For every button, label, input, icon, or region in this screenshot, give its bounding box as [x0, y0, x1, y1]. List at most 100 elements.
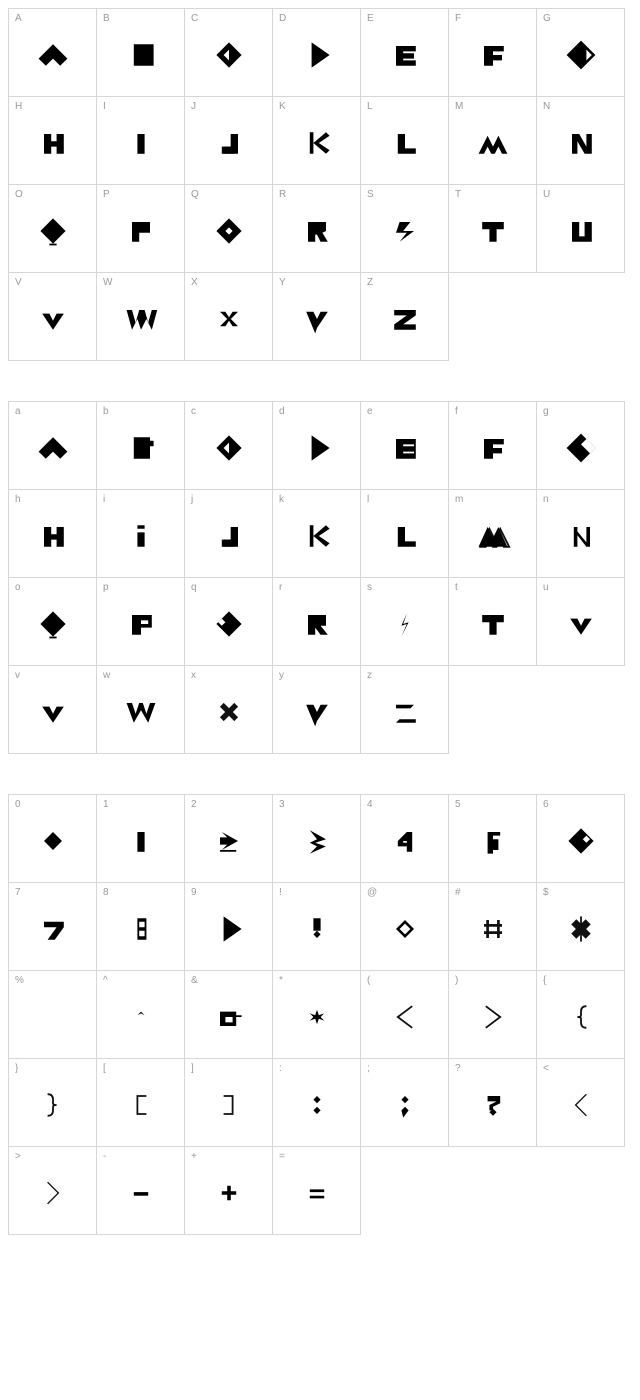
glyph-z-block2 [361, 690, 448, 733]
glyph-label: f [455, 406, 458, 417]
glyph-cell: R [272, 184, 361, 273]
glyph-label: # [455, 887, 461, 898]
glyph-diamond-left-notch [185, 33, 272, 76]
glyph-cell: P [96, 184, 185, 273]
glyph-label: 2 [191, 799, 197, 810]
glyph-cell: c [184, 401, 273, 490]
glyph-bar-vertical [97, 121, 184, 164]
glyph-cell: H [8, 96, 97, 185]
glyph-diamond-cut2 [537, 426, 624, 469]
glyph-row: OPQRSTU [8, 185, 632, 273]
glyph-five-block [449, 819, 536, 862]
glyph-row: 789!@#$ [8, 883, 632, 971]
glyph-cell: d [272, 401, 361, 490]
glyph-label: $ [543, 887, 549, 898]
glyph-angle-left [361, 995, 448, 1038]
glyph-label: A [15, 13, 22, 24]
glyph-four-block [361, 819, 448, 862]
glyph-cell: S [360, 184, 449, 273]
glyph-diamond-solid [9, 602, 96, 645]
glyph-cell: K [272, 96, 361, 185]
glyph-label: ; [367, 1063, 370, 1074]
glyph-label: B [103, 13, 110, 24]
glyph-label: X [191, 277, 198, 288]
glyph-label: T [455, 189, 461, 200]
glyph-label: a [15, 406, 21, 417]
glyph-cell: X [184, 272, 273, 361]
glyph-label: J [191, 101, 196, 112]
glyph-cell: B [96, 8, 185, 97]
glyph-cell: % [8, 970, 97, 1059]
glyph-cell: w [96, 665, 185, 754]
glyph-h-block [9, 514, 96, 557]
glyph-caret-small [97, 995, 184, 1038]
glyph-row: hijklmn [8, 490, 632, 578]
glyph-label: & [191, 975, 198, 986]
glyph-label: 7 [15, 887, 21, 898]
glyph-cell: q [184, 577, 273, 666]
glyph-cell: C [184, 8, 273, 97]
glyph-angle-left-thin [537, 1083, 624, 1126]
glyph-cell: 5 [448, 794, 537, 883]
glyph-cell: i [96, 489, 185, 578]
glyph-label: E [367, 13, 374, 24]
glyph-j-block [185, 121, 272, 164]
glyph-heart-tail [273, 690, 360, 733]
glyph-cell: < [536, 1058, 625, 1147]
glyph-label: M [455, 101, 463, 112]
glyph-label: P [103, 189, 110, 200]
glyph-l-block [361, 514, 448, 557]
glyph-brace-left [537, 995, 624, 1038]
glyph-row: vwxyz [8, 666, 632, 754]
glyph-label: V [15, 277, 22, 288]
glyph-at-diamond [361, 907, 448, 950]
glyph-cell: j [184, 489, 273, 578]
glyph-cell: { [536, 970, 625, 1059]
glyph-two-arrow [185, 819, 272, 862]
glyph-cell: b [96, 401, 185, 490]
glyph-label: w [103, 670, 110, 681]
glyph-label: K [279, 101, 286, 112]
glyph-cell: E [360, 8, 449, 97]
glyph-cell: Y [272, 272, 361, 361]
glyph-label: i [103, 494, 105, 505]
glyph-label: % [15, 975, 24, 986]
glyph-f-block [449, 33, 536, 76]
glyph-row: abcdefg [8, 401, 632, 490]
glyph-chevron-up-thick [9, 33, 96, 76]
glyph-empty [9, 995, 96, 1038]
glyph-colon-diamonds [273, 1083, 360, 1126]
glyph-label: * [279, 975, 283, 986]
glyph-label: d [279, 406, 285, 417]
glyph-label: 3 [279, 799, 285, 810]
glyph-n-block [537, 121, 624, 164]
glyph-cell: G [536, 8, 625, 97]
glyph-row: >-+= [8, 1147, 632, 1235]
glyph-cell: t [448, 577, 537, 666]
glyph-label: v [15, 670, 20, 681]
glyph-rect-notch-right [97, 33, 184, 76]
glyph-e-block [361, 426, 448, 469]
glyph-cell: D [272, 8, 361, 97]
glyph-rect-notch-right2 [97, 426, 184, 469]
glyph-label: + [191, 1151, 197, 1162]
glyph-cell: 2 [184, 794, 273, 883]
glyph-label: Q [191, 189, 199, 200]
glyph-hash [449, 907, 536, 950]
glyph-f-block [449, 426, 536, 469]
glyph-cell: n [536, 489, 625, 578]
glyph-row: HIJKLMN [8, 97, 632, 185]
glyph-diamond-k [273, 121, 360, 164]
glyph-diamond-cut [537, 33, 624, 76]
glyph-label: 8 [103, 887, 109, 898]
glyph-row: opqrstu [8, 578, 632, 666]
glyph-cell: p [96, 577, 185, 666]
glyph-cell: Q [184, 184, 273, 273]
glyph-cell: # [448, 882, 537, 971]
glyph-eight-rect [97, 907, 184, 950]
glyph-diamond-left-notch [185, 426, 272, 469]
glyph-label: u [543, 582, 549, 593]
glyph-label: @ [367, 887, 377, 898]
glyph-cell: ; [360, 1058, 449, 1147]
glyph-label: ? [455, 1063, 461, 1074]
